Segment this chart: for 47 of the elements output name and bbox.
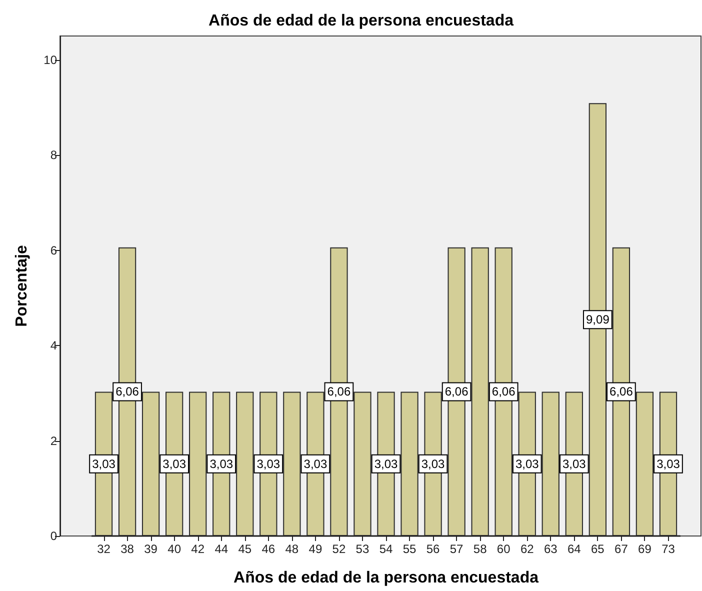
x-axis-title: Años de edad de la persona encuestada [234,570,539,586]
data-label: 3,03 [162,456,186,471]
data-label: 3,03 [562,456,586,471]
x-tick-label: 44 [214,542,228,556]
data-label: 3,03 [515,456,540,471]
y-axis-title: Porcentaje [14,244,30,327]
x-tick-label: 45 [238,542,252,556]
x-tick-label: 57 [450,542,464,556]
x-tick-label: 49 [308,542,322,556]
x-tick-label: 48 [285,542,299,556]
x-tick-label: 62 [520,542,534,556]
y-tick-label: 2 [50,434,58,448]
chart-title: Años de edad de la persona encuestada [208,12,514,30]
x-tick-label: 32 [97,542,111,556]
x-tick-label: 63 [544,542,558,556]
data-label: 6,06 [327,384,351,399]
y-tick-label: 10 [44,52,58,67]
x-tick-label: 52 [332,542,346,556]
x-tick-label: 38 [120,542,134,556]
data-label: 6,06 [444,384,469,399]
x-tick-label: 40 [168,542,182,556]
data-label: 3,03 [374,456,398,471]
x-tick-label: 39 [144,542,158,556]
x-tick-label: 60 [496,542,511,556]
data-label: 9,09 [586,312,610,327]
data-label: 3,03 [421,456,446,471]
x-tick-label: 55 [402,542,417,556]
x-tick-label: 69 [638,542,652,556]
x-tick-label: 67 [614,542,628,556]
x-tick-label: 64 [567,542,582,556]
x-tick-label: 65 [591,542,605,556]
x-tick-label: 56 [426,542,440,556]
x-tick-label: 54 [379,542,393,556]
data-label: 3,03 [304,456,328,471]
data-label: 6,06 [492,384,516,399]
data-label: 3,03 [210,456,234,471]
data-label: 3,03 [256,456,280,471]
x-tick-label: 58 [473,542,488,556]
x-tick-label: 73 [662,542,676,556]
x-tick-label: 53 [356,542,370,556]
x-tick-label: 42 [191,542,205,556]
x-tick-label: 46 [262,542,276,556]
y-tick-label: 4 [50,338,58,353]
data-label: 6,06 [610,384,634,399]
data-label: 3,03 [656,456,680,471]
data-label: 6,06 [116,384,140,399]
data-label: 3,03 [92,456,116,471]
